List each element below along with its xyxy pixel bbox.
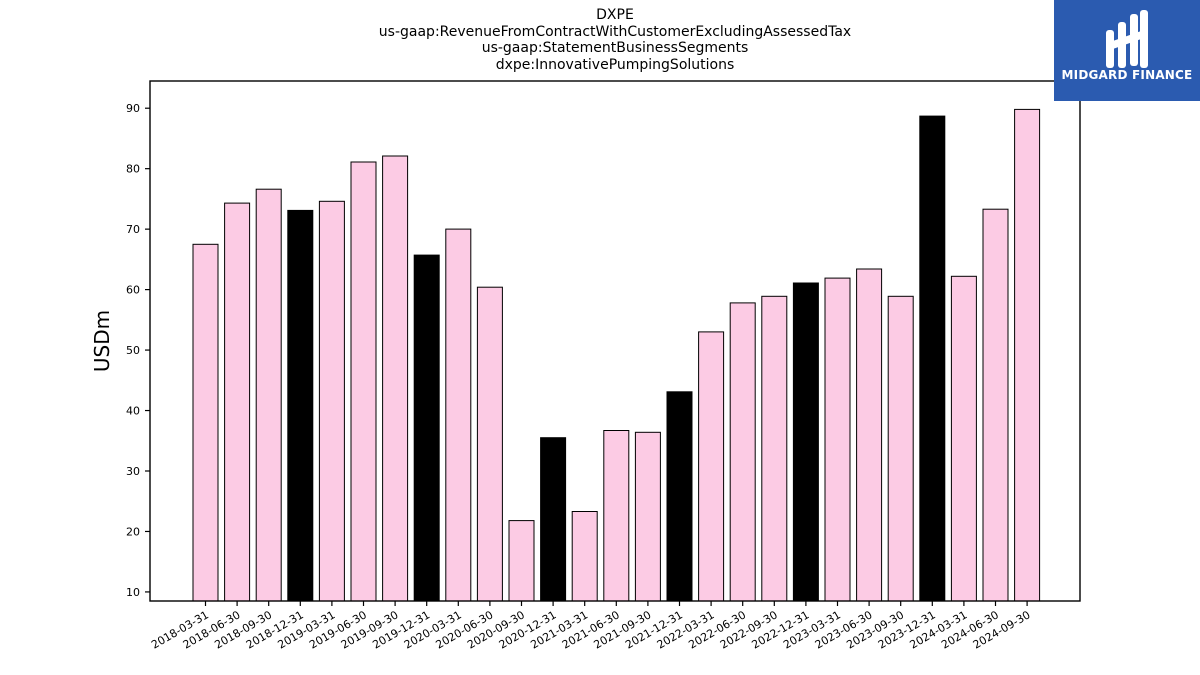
chart-title-line-4: dxpe:InnovativePumpingSolutions	[495, 57, 735, 73]
y-tick-label-20: 20	[126, 525, 140, 538]
bar-2022-06-30	[729, 302, 756, 602]
bar-2020-09-30	[508, 520, 535, 602]
bar-2018-03-31	[192, 243, 219, 602]
bar-2018-06-30	[224, 202, 251, 602]
bar-2020-06-30	[476, 286, 503, 602]
y-tick-label-50: 50	[126, 344, 140, 357]
y-tick-label-60: 60	[126, 284, 140, 297]
bar-2018-12-31	[287, 209, 314, 602]
bar-2022-09-30	[761, 295, 788, 602]
y-tick-label-90: 90	[126, 102, 140, 115]
bar-2021-06-30	[603, 430, 630, 602]
bar-2020-03-31	[445, 228, 472, 602]
y-tick-label-10: 10	[126, 586, 140, 599]
bar-2024-03-31	[950, 275, 977, 602]
bar-2019-09-30	[382, 155, 409, 602]
midgard-logo-icon	[1106, 10, 1148, 68]
chart-title-line-3: us-gaap:StatementBusinessSegments	[481, 40, 749, 56]
y-tick-label-80: 80	[126, 163, 140, 176]
bar-2023-06-30	[856, 268, 883, 602]
chart-title-line-1: DXPE	[596, 7, 634, 23]
bar-2022-12-31	[792, 282, 819, 602]
bar-2019-12-31	[413, 254, 440, 602]
midgard-finance-logo: MIDGARD FINANCE	[1054, 0, 1200, 101]
bar-2021-03-31	[571, 511, 598, 602]
bar-2024-06-30	[982, 208, 1009, 602]
y-tick-label-70: 70	[126, 223, 140, 236]
y-axis-label: USDm	[90, 310, 114, 372]
bar-2021-09-30	[634, 431, 661, 602]
bar-2021-12-31	[666, 391, 693, 602]
bar-2022-03-31	[698, 331, 725, 602]
bar-2023-03-31	[824, 277, 851, 602]
bar-2023-12-31	[919, 115, 946, 602]
y-tick-label-40: 40	[126, 405, 140, 418]
bar-2024-09-30	[1014, 108, 1041, 602]
bar-2019-06-30	[350, 161, 377, 602]
bar-2020-12-31	[540, 437, 567, 602]
chart-title-line-2: us-gaap:RevenueFromContractWithCustomerE…	[378, 24, 852, 40]
bar-2023-09-30	[887, 295, 914, 602]
bar-2019-03-31	[318, 200, 345, 602]
plot-frame	[149, 80, 1081, 602]
bar-2018-09-30	[255, 188, 282, 602]
y-tick-label-30: 30	[126, 465, 140, 478]
logo-text: MIDGARD FINANCE	[1061, 68, 1193, 82]
